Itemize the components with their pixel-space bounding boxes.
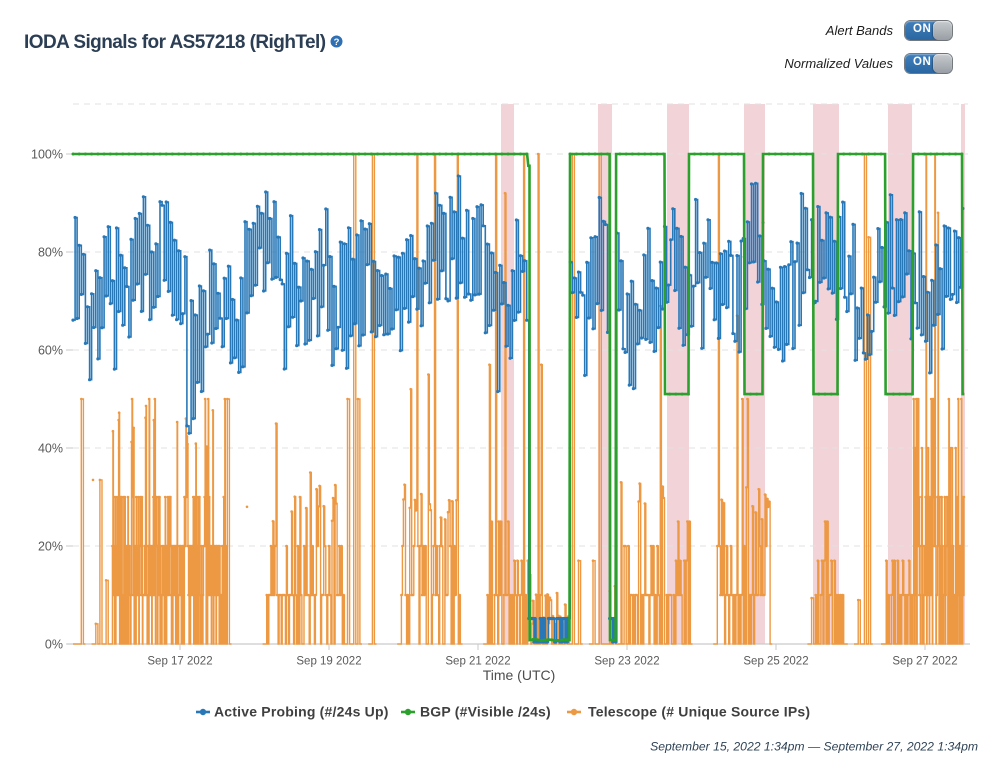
- svg-text:60%: 60%: [38, 344, 63, 358]
- svg-text:80%: 80%: [38, 246, 63, 260]
- svg-text:Sep 23 2022: Sep 23 2022: [594, 656, 659, 668]
- svg-text:20%: 20%: [38, 540, 63, 554]
- svg-text:Sep 27 2022: Sep 27 2022: [892, 656, 957, 668]
- svg-text:40%: 40%: [38, 442, 63, 456]
- svg-text:Sep 19 2022: Sep 19 2022: [296, 656, 361, 668]
- svg-text:0%: 0%: [45, 638, 63, 652]
- svg-text:?: ?: [334, 37, 340, 48]
- svg-text:September 15, 2022 1:34pm — Se: September 15, 2022 1:34pm — September 27…: [650, 740, 978, 754]
- svg-text:100%: 100%: [31, 148, 63, 162]
- svg-text:Sep 17 2022: Sep 17 2022: [147, 656, 212, 668]
- svg-text:Sep 21 2022: Sep 21 2022: [445, 656, 510, 668]
- svg-text:Time (UTC): Time (UTC): [483, 667, 556, 683]
- svg-text:Active Probing (#/24s Up): Active Probing (#/24s Up): [214, 704, 389, 720]
- svg-text:BGP (#Visible /24s): BGP (#Visible /24s): [420, 704, 551, 720]
- svg-text:Telescope (# Unique Source IPs: Telescope (# Unique Source IPs): [588, 704, 810, 720]
- svg-text:Sep 25 2022: Sep 25 2022: [743, 656, 808, 668]
